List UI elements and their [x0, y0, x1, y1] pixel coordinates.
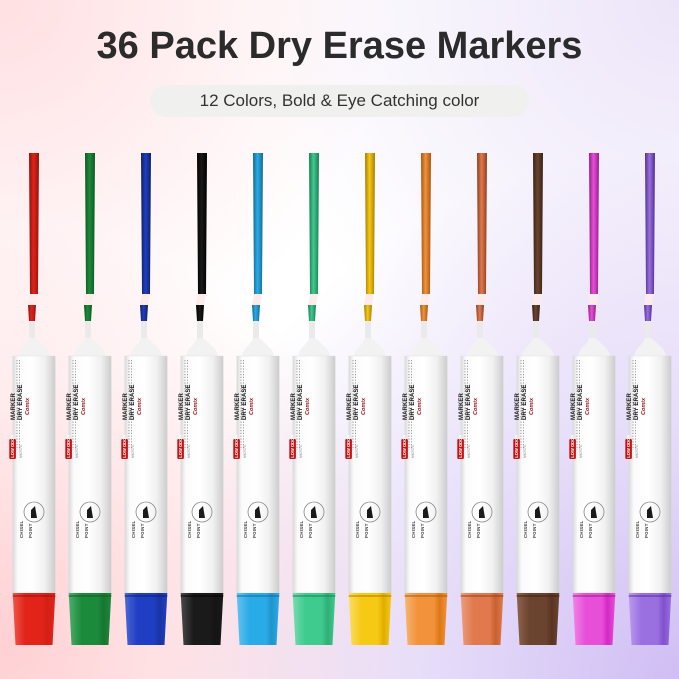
svg-text:DRY ERASE: DRY ERASE [354, 384, 360, 420]
svg-text:LOW ODOR: LOW ODOR [346, 435, 351, 458]
svg-text:MARKER: MARKER [403, 393, 409, 420]
svg-text:DRY ERASE: DRY ERASE [186, 384, 192, 420]
svg-text:Comix: Comix [193, 397, 199, 415]
svg-text:DRY ERASE: DRY ERASE [466, 384, 472, 420]
svg-text:DRY ERASE: DRY ERASE [18, 384, 24, 420]
svg-text:MK7073: MK7073 [523, 445, 527, 458]
svg-text:Comix: Comix [529, 397, 535, 415]
svg-text:LOW ODOR: LOW ODOR [458, 435, 463, 458]
svg-text:Comix: Comix [25, 397, 31, 415]
svg-text:Comix: Comix [417, 397, 423, 415]
svg-text:POINT: POINT [364, 523, 369, 538]
svg-text:MARKER: MARKER [571, 393, 577, 420]
svg-text:MARKER: MARKER [347, 393, 353, 420]
svg-text:MARKER: MARKER [123, 393, 129, 420]
svg-text:DRY ERASE: DRY ERASE [298, 384, 304, 420]
svg-text:CHISEL: CHISEL [579, 520, 584, 538]
svg-text:MARKER: MARKER [235, 393, 241, 420]
svg-text:MARKER: MARKER [67, 393, 73, 420]
svg-text:MK7073: MK7073 [187, 445, 191, 458]
svg-text:POINT: POINT [84, 523, 89, 538]
svg-text:MK7073: MK7073 [579, 445, 583, 458]
svg-text:DRY ERASE: DRY ERASE [634, 384, 640, 420]
svg-text:Comix: Comix [305, 397, 311, 415]
svg-text:CHISEL: CHISEL [187, 520, 192, 538]
svg-text:POINT: POINT [532, 523, 537, 538]
svg-text:POINT: POINT [140, 523, 145, 538]
svg-text:LOW ODOR: LOW ODOR [570, 435, 575, 458]
svg-text:MK7073: MK7073 [467, 445, 471, 458]
svg-text:LOW ODOR: LOW ODOR [122, 435, 127, 458]
svg-text:DRY ERASE: DRY ERASE [578, 384, 584, 420]
svg-text:DRY ERASE: DRY ERASE [522, 384, 528, 420]
svg-text:LOW ODOR: LOW ODOR [402, 435, 407, 458]
svg-text:CHISEL: CHISEL [131, 520, 136, 538]
svg-text:CHISEL: CHISEL [467, 520, 472, 538]
svg-text:CHISEL: CHISEL [355, 520, 360, 538]
svg-text:MK7073: MK7073 [19, 445, 23, 458]
svg-text:Comix: Comix [473, 397, 479, 415]
svg-text:MARKER: MARKER [291, 393, 297, 420]
svg-text:Comix: Comix [361, 397, 367, 415]
svg-text:MK7073: MK7073 [635, 445, 639, 458]
svg-text:LOW ODOR: LOW ODOR [626, 435, 631, 458]
svg-text:CHISEL: CHISEL [243, 520, 248, 538]
svg-text:CHISEL: CHISEL [635, 520, 640, 538]
svg-text:LOW ODOR: LOW ODOR [10, 435, 15, 458]
svg-text:MARKER: MARKER [11, 393, 17, 420]
svg-text:LOW ODOR: LOW ODOR [234, 435, 239, 458]
svg-text:POINT: POINT [476, 523, 481, 538]
svg-text:POINT: POINT [252, 523, 257, 538]
svg-text:Comix: Comix [249, 397, 255, 415]
svg-text:MK7073: MK7073 [355, 445, 359, 458]
svg-text:DRY ERASE: DRY ERASE [74, 384, 80, 420]
svg-text:LOW ODOR: LOW ODOR [66, 435, 71, 458]
svg-text:POINT: POINT [196, 523, 201, 538]
svg-text:LOW ODOR: LOW ODOR [514, 435, 519, 458]
svg-text:CHISEL: CHISEL [523, 520, 528, 538]
svg-text:MARKER: MARKER [179, 393, 185, 420]
svg-text:CHISEL: CHISEL [299, 520, 304, 538]
svg-text:POINT: POINT [308, 523, 313, 538]
svg-text:Comix: Comix [137, 397, 143, 415]
svg-text:MARKER: MARKER [459, 393, 465, 420]
svg-text:MARKER: MARKER [515, 393, 521, 420]
svg-text:POINT: POINT [420, 523, 425, 538]
svg-text:POINT: POINT [588, 523, 593, 538]
svg-text:MK7073: MK7073 [411, 445, 415, 458]
svg-text:LOW ODOR: LOW ODOR [290, 435, 295, 458]
svg-text:MK7073: MK7073 [243, 445, 247, 458]
svg-text:MK7073: MK7073 [75, 445, 79, 458]
svg-text:Comix: Comix [81, 397, 87, 415]
svg-text:DRY ERASE: DRY ERASE [242, 384, 248, 420]
svg-text:DRY ERASE: DRY ERASE [130, 384, 136, 420]
svg-text:CHISEL: CHISEL [75, 520, 80, 538]
svg-text:LOW ODOR: LOW ODOR [178, 435, 183, 458]
svg-text:MK7073: MK7073 [131, 445, 135, 458]
svg-text:Comix: Comix [585, 397, 591, 415]
svg-text:MK7073: MK7073 [299, 445, 303, 458]
svg-text:POINT: POINT [644, 523, 649, 538]
svg-text:DRY ERASE: DRY ERASE [410, 384, 416, 420]
svg-text:CHISEL: CHISEL [411, 520, 416, 538]
svg-text:CHISEL: CHISEL [19, 520, 24, 538]
svg-text:Comix: Comix [641, 397, 647, 415]
svg-text:MARKER: MARKER [627, 393, 633, 420]
svg-text:POINT: POINT [28, 523, 33, 538]
